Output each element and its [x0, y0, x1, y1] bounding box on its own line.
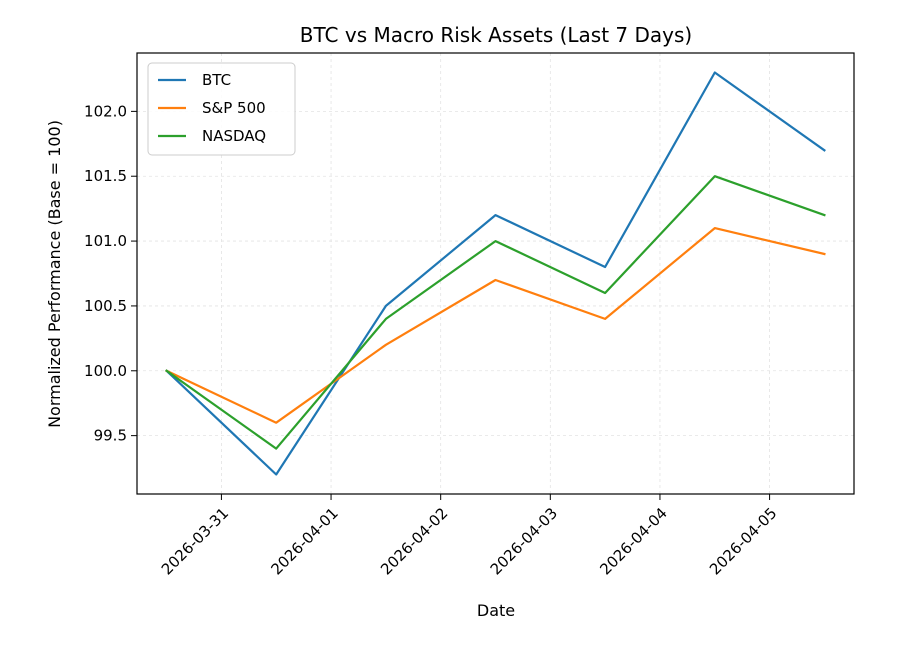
- chart-title: BTC vs Macro Risk Assets (Last 7 Days): [300, 23, 692, 47]
- x-axis-label: Date: [477, 601, 515, 620]
- legend-label-nasdaq: NASDAQ: [202, 127, 266, 145]
- legend: BTC S&P 500 NASDAQ: [147, 62, 296, 156]
- y-tick-label: 101.5: [84, 167, 127, 185]
- y-tick-label: 102.0: [84, 102, 127, 120]
- x-tick-label: 2026-04-02: [377, 504, 451, 578]
- y-axis-label: Normalized Performance (Base = 100): [45, 120, 64, 428]
- legend-label-s-p-500: S&P 500: [202, 99, 266, 117]
- series-lines: [165, 71, 826, 476]
- x-tick-label: 2026-04-04: [596, 504, 670, 578]
- x-tick-label: 2026-04-05: [706, 504, 780, 578]
- x-tick-label: 2026-03-31: [158, 504, 232, 578]
- y-tick-label: 99.5: [94, 427, 127, 445]
- series-line-s-p-500: [165, 227, 826, 424]
- legend-box: [147, 62, 296, 156]
- y-tick-label: 101.0: [84, 232, 127, 250]
- x-axis: 2026-03-31 2026-04-01 2026-04-02 2026-04-03…: [158, 494, 780, 578]
- y-tick-label: 100.0: [84, 362, 127, 380]
- grid: [137, 53, 854, 494]
- y-tick-label: 100.5: [84, 297, 127, 315]
- legend-label-btc: BTC: [202, 71, 231, 89]
- y-axis: 99.5 100.0 100.5 101.0 101.5 102.0: [84, 102, 137, 445]
- series-line-nasdaq: [165, 175, 826, 450]
- plot-area: [136, 52, 855, 495]
- x-tick-label: 2026-04-03: [487, 504, 561, 578]
- x-tick-label: 2026-04-01: [268, 504, 342, 578]
- series-line-btc: [165, 71, 826, 476]
